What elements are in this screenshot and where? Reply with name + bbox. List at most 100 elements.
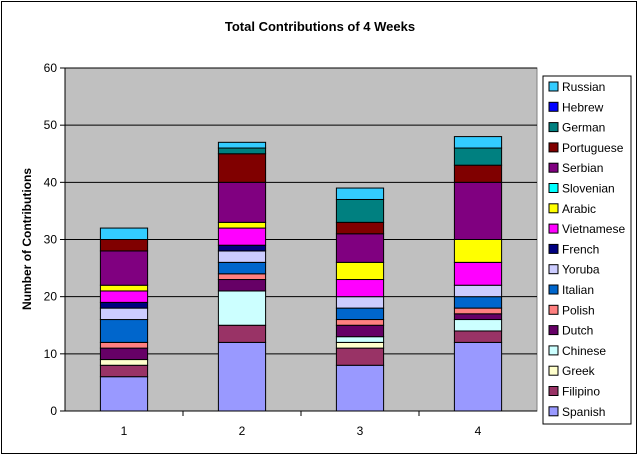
bar-segment [453, 239, 503, 263]
x-tick-label: 1 [121, 424, 128, 438]
y-tick-label: 10 [44, 347, 58, 361]
bar-segment [217, 153, 267, 183]
bar-segment [217, 341, 267, 412]
bar-segment [453, 307, 503, 315]
bars [99, 136, 503, 412]
bar-segment [453, 147, 503, 166]
legend-label: French [562, 242, 599, 256]
legend-label: Filipino [562, 385, 600, 399]
legend-label: Spanish [562, 405, 605, 419]
bar-segment [217, 221, 267, 229]
bar-segment [217, 147, 267, 155]
bar-segment [217, 181, 267, 223]
bar-segment [453, 330, 503, 343]
bar-segment [217, 279, 267, 292]
bar-segment [453, 181, 503, 240]
legend-swatch [548, 101, 559, 112]
bar-segment [335, 221, 385, 235]
bar-segment [99, 364, 149, 378]
legend-label: Chinese [562, 344, 606, 358]
bar-segment [453, 313, 503, 321]
legend-label: Slovenian [562, 182, 615, 196]
legend-label: Vietnamese [562, 222, 625, 236]
legend-swatch [548, 183, 559, 193]
legend-swatch [548, 386, 559, 396]
bar-segment [335, 233, 385, 263]
bar-segment [335, 279, 385, 298]
bar-segment [335, 307, 385, 321]
x-tick-label: 3 [357, 424, 364, 438]
legend-swatch [548, 406, 559, 417]
bar-segment [335, 261, 385, 281]
bar-segment [335, 296, 385, 309]
legend-label: Hebrew [562, 100, 604, 114]
legend-swatch [548, 203, 559, 214]
bar-segment [453, 319, 503, 332]
legend-label: Portuguese [562, 141, 624, 155]
bar-segment [99, 250, 149, 286]
y-tick-label: 30 [44, 233, 58, 247]
legend-swatch [548, 162, 559, 173]
bar-segment [335, 347, 385, 366]
bar-segment [335, 336, 385, 343]
bar-segment [217, 141, 267, 149]
legend-swatch [548, 325, 559, 336]
legend-label: Dutch [562, 324, 593, 338]
bar-segment [453, 261, 503, 286]
bar-segment [99, 347, 149, 361]
legend-entries: Russian Hebrew German Portuguese Serbian Slov… [548, 80, 625, 419]
y-tick-label: 20 [44, 290, 58, 304]
legend-label: German [562, 121, 605, 135]
bar-segment [217, 244, 267, 252]
axes: 0 10 20 30 40 50 60 1 2 3 4 [44, 61, 537, 438]
legend-label: Serbian [562, 161, 603, 175]
bar-segment [99, 307, 149, 321]
bar-segment [335, 198, 385, 223]
legend-swatch [548, 122, 559, 133]
legend-label: Arabic [562, 202, 596, 216]
bar-segment [453, 284, 503, 298]
chart-title: Total Contributions of 4 Weeks [225, 19, 415, 34]
legend-swatch [548, 284, 559, 295]
bar-segment [335, 364, 385, 412]
bar-segment [99, 341, 149, 349]
bar-segment [335, 319, 385, 326]
legend-swatch [548, 81, 559, 92]
legend-label: Polish [562, 303, 595, 317]
bar-segment [453, 164, 503, 183]
legend-swatch [548, 264, 559, 275]
y-tick-label: 0 [50, 404, 57, 418]
bar-segment [453, 341, 503, 412]
bar-segment [99, 376, 149, 412]
legend-swatch [548, 243, 559, 254]
legend-swatch [548, 223, 559, 234]
y-axis-title: Number of Contributions [20, 168, 34, 310]
legend-label: Italian [562, 283, 594, 297]
bar-segment [453, 136, 503, 149]
bar-segment [217, 290, 267, 326]
bar-segment [99, 239, 149, 252]
bar-segment [335, 341, 385, 349]
legend-swatch [548, 345, 559, 356]
legend-swatch [548, 365, 559, 376]
legend-swatch [548, 304, 559, 315]
legend-label: Russian [562, 80, 605, 94]
bar-segment [99, 301, 149, 309]
bar-segment [453, 296, 503, 309]
bar-segment [99, 319, 149, 343]
bar-segment [99, 359, 149, 366]
bar-segment [217, 250, 267, 263]
y-tick-label: 60 [44, 61, 58, 75]
bar-segment [335, 187, 385, 200]
bar-segment [217, 273, 267, 281]
legend-label: Greek [562, 364, 596, 378]
bar-segment [99, 290, 149, 303]
bar-segment [217, 261, 267, 275]
bar-segment [335, 324, 385, 338]
x-tick-label: 4 [475, 424, 482, 438]
legend-label: Yoruba [562, 263, 600, 277]
bar-segment [99, 227, 149, 240]
bar-segment [99, 284, 149, 292]
legend-swatch [548, 142, 559, 153]
